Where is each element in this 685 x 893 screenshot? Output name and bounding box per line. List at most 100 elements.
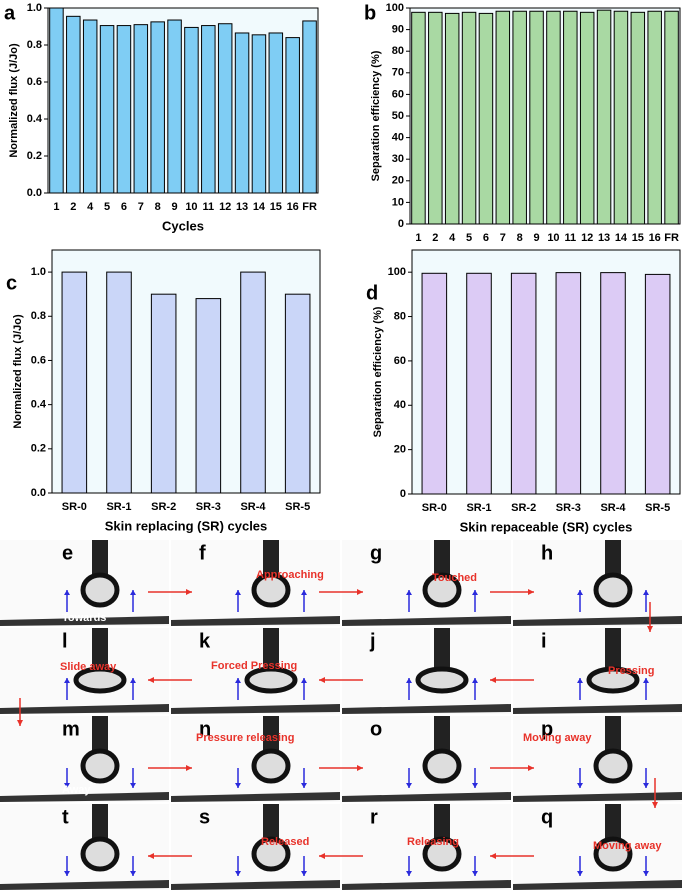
bar — [613, 10, 629, 225]
substrate — [0, 616, 169, 626]
force-arrow-head — [472, 678, 478, 683]
plot-area — [51, 249, 321, 494]
bar — [512, 10, 527, 225]
panel-label: c — [6, 272, 17, 294]
panel-caption: Slide away — [60, 661, 117, 673]
bar — [61, 271, 88, 494]
bar — [284, 293, 311, 494]
panel-label: g — [370, 542, 382, 564]
y-tick-label: 0.2 — [31, 443, 46, 455]
force-arrow-head — [64, 590, 70, 595]
x-axis-title: Cycles — [162, 218, 204, 233]
y-axis-title: Normalized flux (J/Jo) — [12, 314, 24, 429]
force-arrow-head — [64, 783, 70, 788]
x-tick-label: SR-4 — [240, 501, 266, 513]
bar — [167, 19, 182, 194]
photo-panel: h — [513, 540, 682, 626]
y-tick-label: 0.8 — [27, 39, 42, 51]
sequence-arrow-head — [319, 677, 325, 683]
y-tick-label: 70 — [392, 67, 404, 79]
needle — [92, 804, 108, 842]
sequence-arrow-head — [528, 765, 534, 771]
photo-panel: e Towards — [0, 540, 169, 626]
needle — [263, 804, 279, 842]
droplet — [422, 572, 462, 608]
droplet — [80, 572, 120, 608]
force-arrow-head — [130, 783, 136, 788]
bar — [466, 272, 492, 495]
y-tick-label: 0 — [398, 218, 404, 230]
substrate — [513, 704, 682, 714]
x-tick-label: 4 — [449, 232, 456, 244]
needle — [605, 716, 621, 754]
sequence-arrow-head — [186, 589, 192, 595]
bar — [630, 11, 646, 225]
droplet — [593, 748, 633, 784]
force-arrow-head — [235, 871, 241, 876]
substrate — [0, 792, 169, 802]
panel-caption: Moving away — [593, 840, 662, 852]
x-tick-label: FR — [664, 232, 679, 244]
panel-caption: Approaching — [256, 569, 324, 581]
x-tick-label: 8 — [155, 201, 161, 213]
needle — [263, 540, 279, 578]
photo-panel: f Approaching — [171, 540, 340, 626]
panel-label: q — [541, 806, 553, 828]
force-arrow-head — [235, 678, 241, 683]
panel-caption: Pressure releasing — [196, 732, 294, 744]
y-tick-label: 1.0 — [27, 2, 42, 14]
force-arrow-head — [643, 590, 649, 595]
force-arrow-head — [577, 871, 583, 876]
force-arrow-head — [301, 678, 307, 683]
bar — [285, 37, 300, 194]
bar — [268, 32, 284, 194]
sequence-arrow-head — [652, 802, 658, 808]
panel-label: p — [541, 718, 553, 740]
y-tick-label: 40 — [392, 132, 404, 144]
bar — [510, 272, 537, 495]
y-tick-label: 80 — [394, 310, 406, 322]
needle — [434, 716, 450, 754]
y-tick-label: 0 — [400, 488, 406, 500]
panel-label: r — [370, 806, 378, 828]
droplet — [422, 836, 462, 872]
y-tick-label: 0.8 — [31, 310, 46, 322]
y-tick-label: 30 — [392, 153, 404, 165]
y-tick-label: 60 — [392, 88, 404, 100]
droplet — [80, 836, 120, 872]
sequence-arrow-head — [17, 720, 23, 726]
panel-label: s — [199, 806, 210, 828]
y-tick-label: 0.4 — [27, 113, 43, 125]
force-arrow-head — [301, 590, 307, 595]
force-arrow-head — [130, 678, 136, 683]
x-tick-label: 8 — [517, 232, 523, 244]
force-arrow-head — [64, 871, 70, 876]
bar — [647, 10, 662, 225]
droplet — [422, 748, 462, 784]
y-axis-title: Normalized flux (J/Jo) — [8, 43, 20, 158]
force-arrow-head — [472, 871, 478, 876]
panel-caption: Forced Pressing — [211, 660, 297, 672]
bar — [529, 10, 544, 225]
x-tick-label: 15 — [270, 201, 282, 213]
photo-panel: r Releasing — [342, 804, 511, 890]
needle — [434, 540, 450, 578]
force-arrow-head — [301, 871, 307, 876]
force-arrow-head — [130, 590, 136, 595]
x-tick-label: 7 — [500, 232, 506, 244]
photo-panel: i Pressing — [513, 628, 682, 714]
bar — [195, 298, 222, 494]
photo-panel: t — [0, 804, 169, 890]
panel-caption: Touched — [432, 572, 477, 584]
panel-caption: Releasing — [407, 836, 459, 848]
needle — [263, 628, 279, 668]
x-tick-label: 5 — [104, 201, 110, 213]
bar — [150, 293, 177, 494]
panel-label: k — [199, 630, 211, 652]
bar — [184, 26, 199, 194]
x-tick-label: 14 — [615, 232, 628, 244]
substrate — [513, 880, 682, 890]
x-tick-label: 6 — [121, 201, 127, 213]
x-tick-label: SR-4 — [600, 502, 626, 514]
